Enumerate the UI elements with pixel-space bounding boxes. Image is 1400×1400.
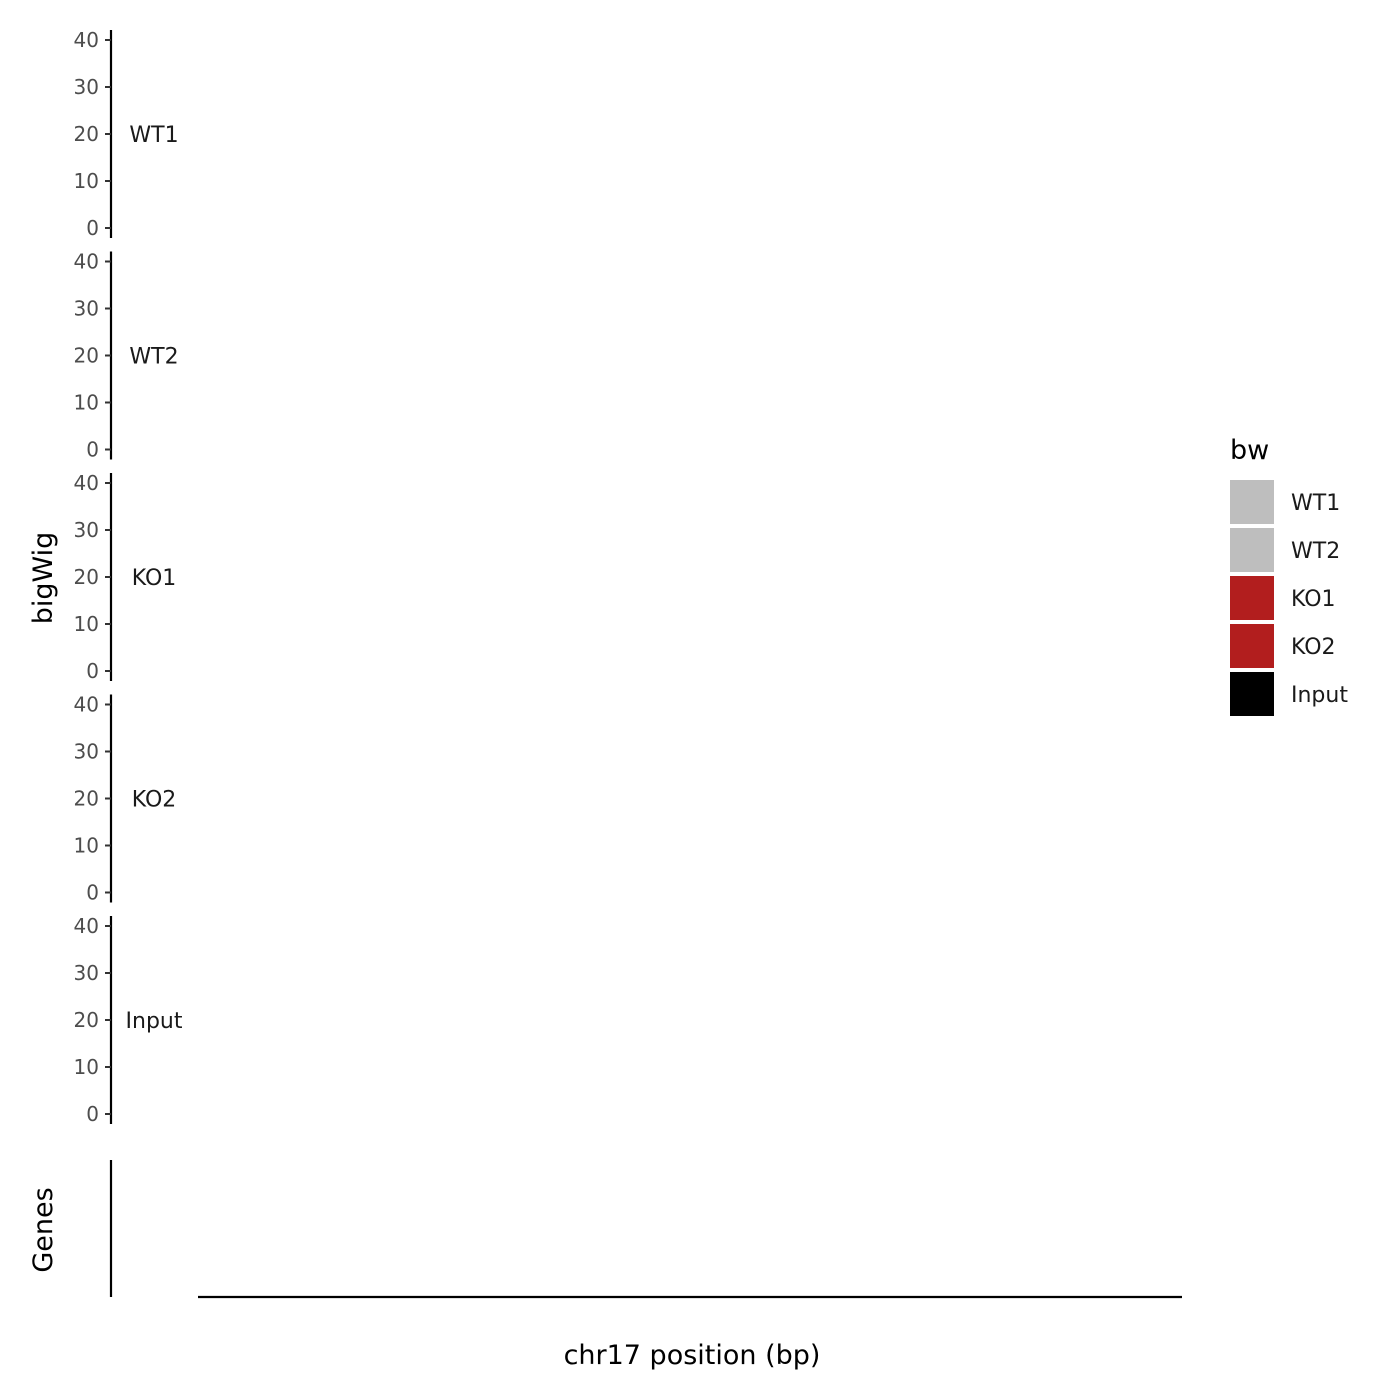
- track-label: KO2: [132, 788, 177, 813]
- legend: bw WT1 WT2 KO1 KO2 Input: [1230, 435, 1348, 716]
- y-tick-label: 0: [86, 216, 99, 240]
- y-tick-label: 10: [74, 169, 99, 193]
- y-tick-label: 30: [74, 75, 99, 99]
- track-input: 0 10 20 30 40 Input: [74, 914, 183, 1126]
- y-tick-label: 0: [86, 1102, 99, 1126]
- y-tick-label: 40: [74, 693, 99, 717]
- legend-title: bw: [1230, 435, 1269, 466]
- y-tick-label: 20: [74, 787, 99, 811]
- track-label: WT2: [129, 345, 178, 370]
- y-axis-title: bigWig: [28, 532, 59, 625]
- legend-label: WT1: [1291, 491, 1340, 516]
- y-tick-label: 30: [74, 518, 99, 542]
- y-tick-label: 20: [74, 122, 99, 146]
- tracks: 0 10 20 30 40 WT1 0 10 20 30 40 WT2 0 10 20 30 40 KO1 0 10 2…: [74, 28, 183, 1126]
- legend-key-input: [1230, 672, 1274, 716]
- legend-label: WT2: [1291, 539, 1340, 564]
- track-wt2: 0 10 20 30 40 WT2: [74, 250, 179, 462]
- y-tick-label: 0: [86, 881, 99, 905]
- y-tick-label: 40: [74, 914, 99, 938]
- y-tick-label: 30: [74, 740, 99, 764]
- y-tick-label: 0: [86, 438, 99, 462]
- y-tick-label: 0: [86, 659, 99, 683]
- x-axis: 569600005697000056980000: [198, 1295, 1182, 1299]
- legend-key-ko2: [1230, 624, 1274, 668]
- track-ko2: 0 10 20 30 40 KO2: [74, 693, 177, 905]
- track-ko1: 0 10 20 30 40 KO1: [74, 471, 177, 683]
- legend-key-wt2: [1230, 528, 1274, 572]
- y-tick-label: 20: [74, 344, 99, 368]
- y-tick-label: 30: [74, 297, 99, 321]
- track-wt1: 0 10 20 30 40 WT1: [74, 28, 179, 240]
- y-tick-label: 20: [74, 565, 99, 589]
- genes-axis-title: Genes: [28, 1187, 59, 1272]
- y-tick-label: 30: [74, 961, 99, 985]
- legend-label: Input: [1291, 683, 1348, 708]
- legend-label: KO2: [1291, 635, 1336, 660]
- y-tick-label: 40: [74, 471, 99, 495]
- track-label: Input: [126, 1009, 183, 1034]
- gene-panel: Acer1: [109, 1160, 113, 1297]
- legend-label: KO1: [1291, 587, 1336, 612]
- legend-key-wt1: [1230, 480, 1274, 524]
- y-tick-label: 10: [74, 612, 99, 636]
- y-tick-label: 10: [74, 834, 99, 858]
- y-tick-label: 10: [74, 1055, 99, 1079]
- y-tick-label: 20: [74, 1008, 99, 1032]
- x-axis-title: chr17 position (bp): [564, 1340, 821, 1371]
- track-label: KO1: [132, 566, 177, 591]
- y-tick-label: 10: [74, 391, 99, 415]
- track-label: WT1: [129, 123, 178, 148]
- y-tick-label: 40: [74, 28, 99, 52]
- legend-key-ko1: [1230, 576, 1274, 620]
- y-tick-label: 40: [74, 250, 99, 274]
